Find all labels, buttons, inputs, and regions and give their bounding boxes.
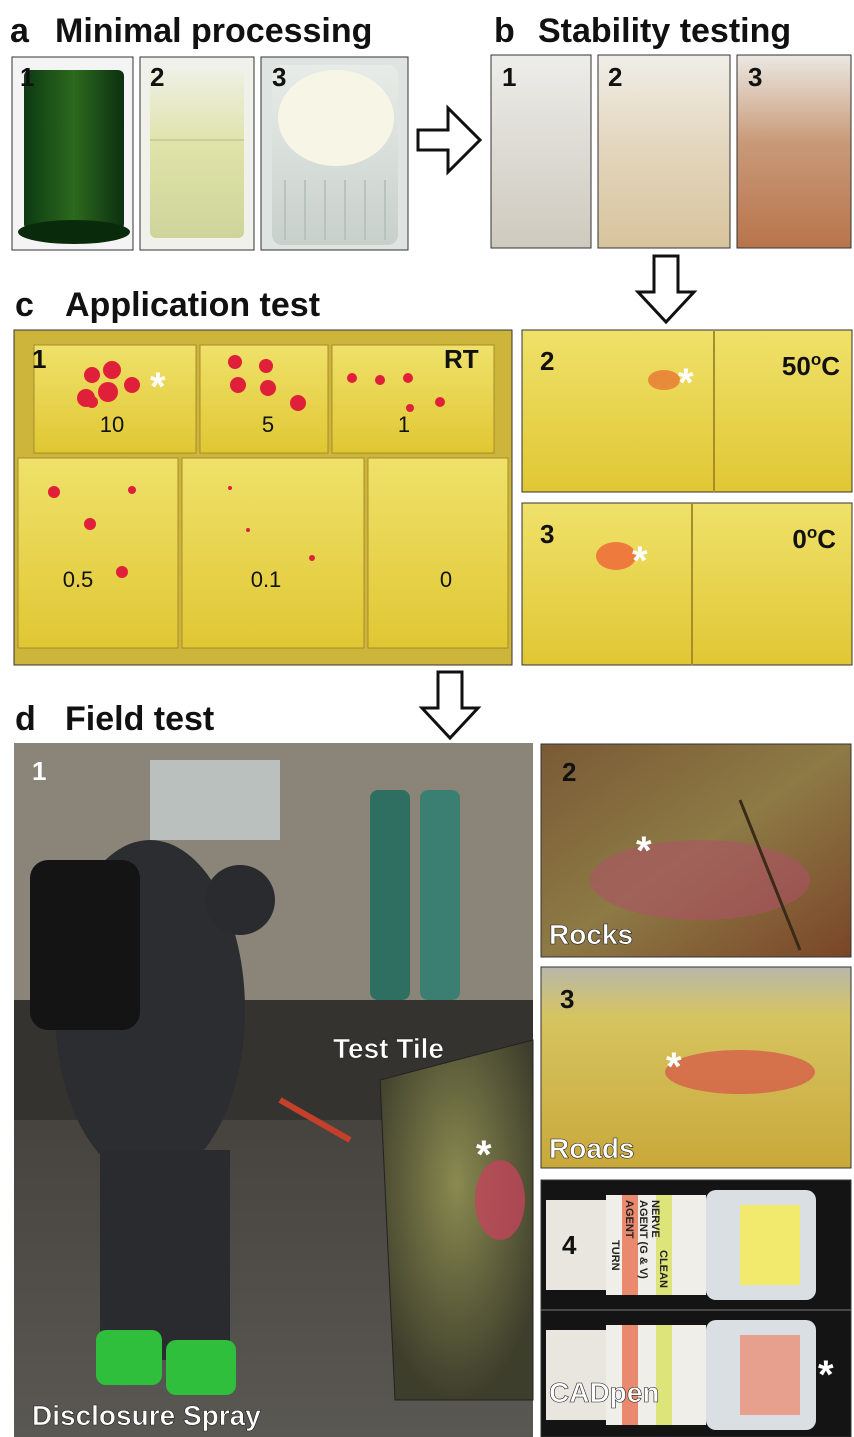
tile-label: 0 xyxy=(440,567,452,592)
degree-sign: o xyxy=(807,523,817,542)
asterisk: * xyxy=(666,1045,682,1089)
asterisk: * xyxy=(150,365,166,409)
arrow xyxy=(418,108,480,172)
arrow xyxy=(422,672,478,738)
temperature-value: 0 xyxy=(792,524,806,554)
panel-label: 1 xyxy=(32,756,46,786)
tile-label: 1 xyxy=(398,412,410,437)
panel-letter: b xyxy=(494,12,515,50)
photo xyxy=(14,330,512,665)
photo xyxy=(14,743,533,1437)
degree-sign: o xyxy=(811,350,821,369)
inset-label: Test Tile xyxy=(333,1033,444,1064)
photo-label: 2 xyxy=(150,62,164,92)
temperature-value: 50 xyxy=(782,351,811,381)
tile-label: 10 xyxy=(100,412,124,437)
tile-label: 0.5 xyxy=(63,567,94,592)
panel-label: 4 xyxy=(562,1230,577,1260)
panel-letter: d xyxy=(15,700,36,738)
panel-label: 3 xyxy=(540,519,554,549)
arrow xyxy=(638,256,694,322)
asterisk: * xyxy=(636,829,652,873)
pen-text: CLEAN xyxy=(657,1250,669,1288)
caption: CADpen xyxy=(549,1377,659,1408)
panel-label: 3 xyxy=(560,984,574,1014)
panel-title: Minimal processing xyxy=(55,12,372,50)
photo-label: 3 xyxy=(272,62,286,92)
photo-label: 1 xyxy=(20,62,34,92)
panel-title: Field test xyxy=(65,700,214,738)
panel-letter: a xyxy=(10,12,30,50)
panel-label: 2 xyxy=(540,346,554,376)
asterisk: * xyxy=(678,361,694,405)
asterisk: * xyxy=(632,539,648,583)
caption: Roads xyxy=(549,1133,635,1164)
pen-text: NERVE xyxy=(649,1200,661,1238)
photo-label: 1 xyxy=(502,62,516,92)
tile-label: 0.1 xyxy=(251,567,282,592)
asterisk: * xyxy=(818,1353,834,1397)
caption: Disclosure Spray xyxy=(32,1400,261,1431)
pen-text: TURN xyxy=(609,1240,621,1271)
pen-text: AGENT (G & V) xyxy=(637,1200,649,1279)
condition-label: RT xyxy=(444,344,479,374)
photo-label: 2 xyxy=(608,62,622,92)
caption: Rocks xyxy=(549,919,633,950)
panel-title: Application test xyxy=(65,286,320,324)
pen-text: AGENT xyxy=(623,1200,635,1239)
panel-letter: c xyxy=(15,286,34,324)
panel-label: 2 xyxy=(562,757,576,787)
temperature-unit: C xyxy=(817,524,836,554)
temperature-unit: C xyxy=(821,351,840,381)
asterisk: * xyxy=(476,1133,492,1177)
tile-label: 5 xyxy=(262,412,274,437)
figure: a Minimal processing 1 2 3 b Stability t… xyxy=(0,0,854,1437)
panel-title: Stability testing xyxy=(538,12,791,50)
panel-label: 1 xyxy=(32,344,46,374)
photo-label: 3 xyxy=(748,62,762,92)
